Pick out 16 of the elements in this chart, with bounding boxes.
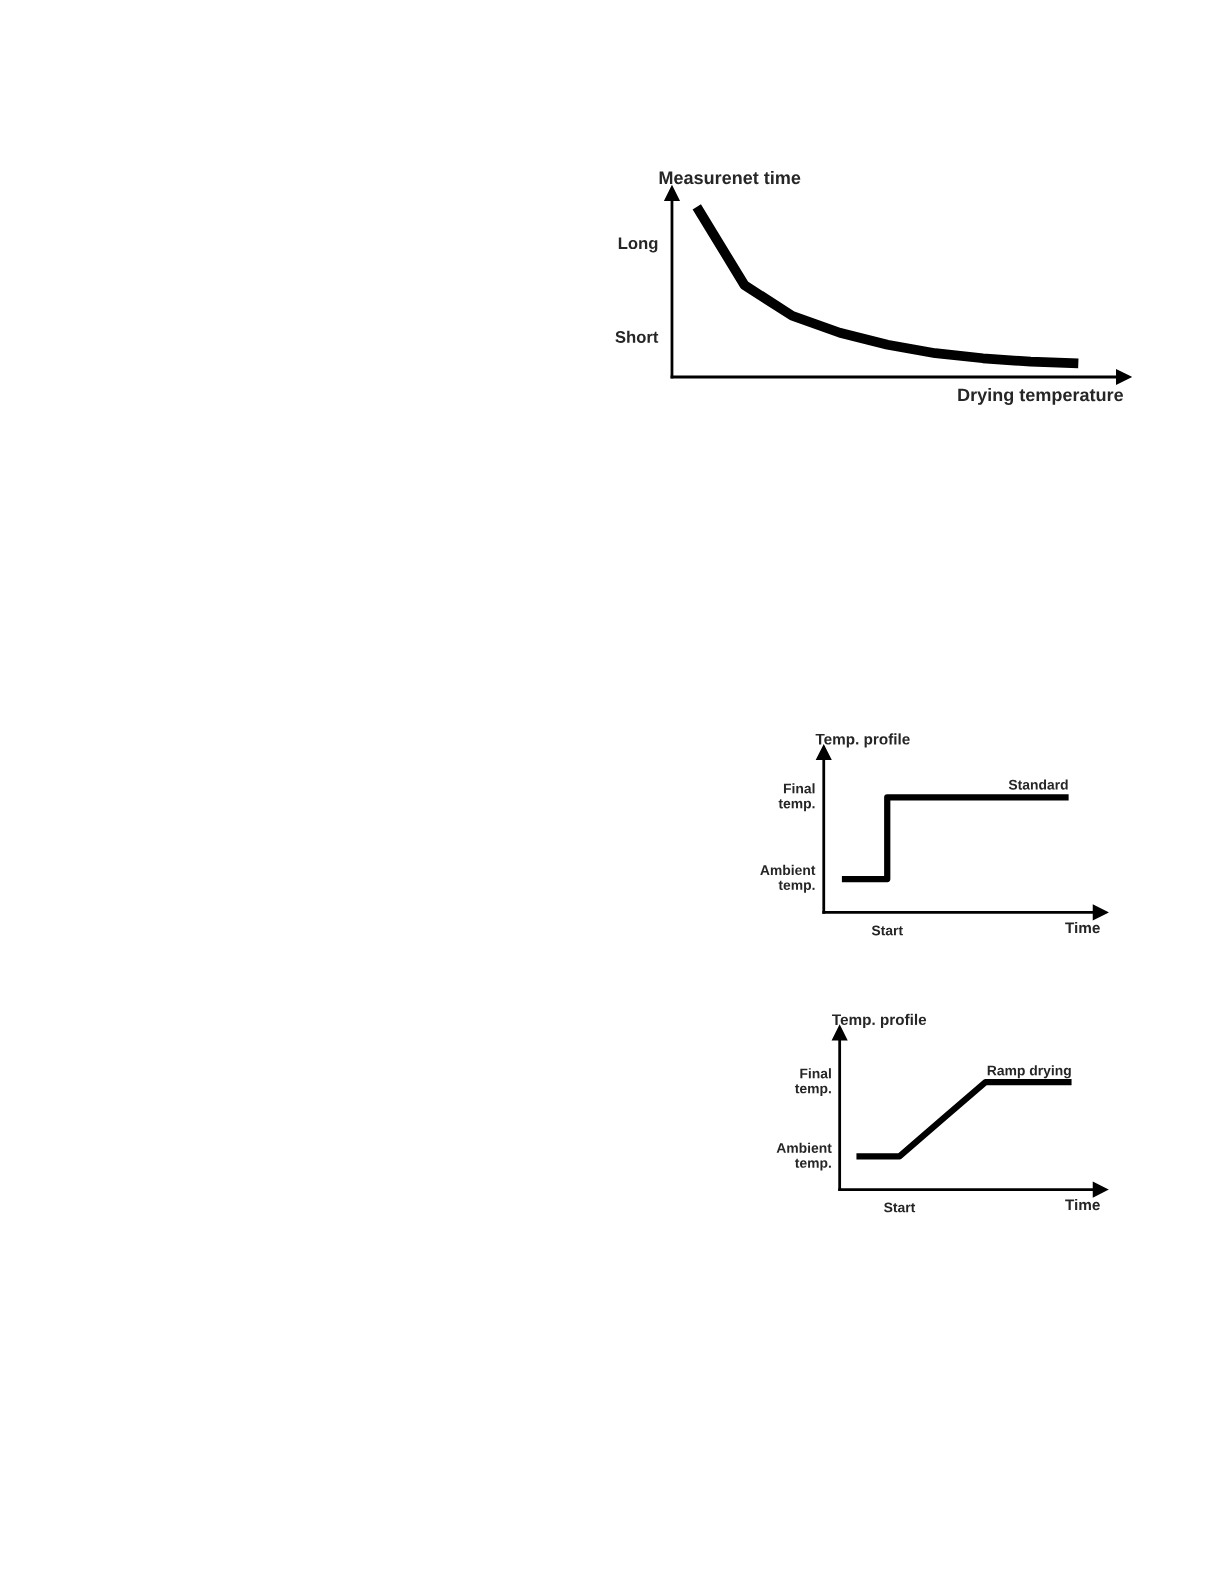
text: Short bbox=[615, 330, 659, 343]
text: Ramp drying bbox=[987, 1065, 1071, 1079]
text: Ambient temp. bbox=[776, 1142, 832, 1171]
text: Final temp. bbox=[794, 1068, 831, 1097]
text: Ambient temp. bbox=[760, 864, 816, 893]
text: Final temp. bbox=[778, 783, 815, 812]
x-axis-title: Drying temperature bbox=[958, 388, 1124, 405]
text: Start bbox=[884, 1202, 916, 1213]
text: Standard bbox=[1008, 779, 1068, 790]
x-axis-title: Time bbox=[1065, 1198, 1100, 1211]
y-axis-title: Temp. profile bbox=[815, 733, 910, 748]
x-axis-title: Time bbox=[1065, 921, 1100, 934]
text: Start bbox=[871, 925, 903, 936]
text: Long bbox=[618, 237, 658, 253]
y-axis-title: Measurenet time bbox=[659, 170, 801, 185]
y-axis-title: Temp. profile bbox=[832, 1013, 927, 1029]
